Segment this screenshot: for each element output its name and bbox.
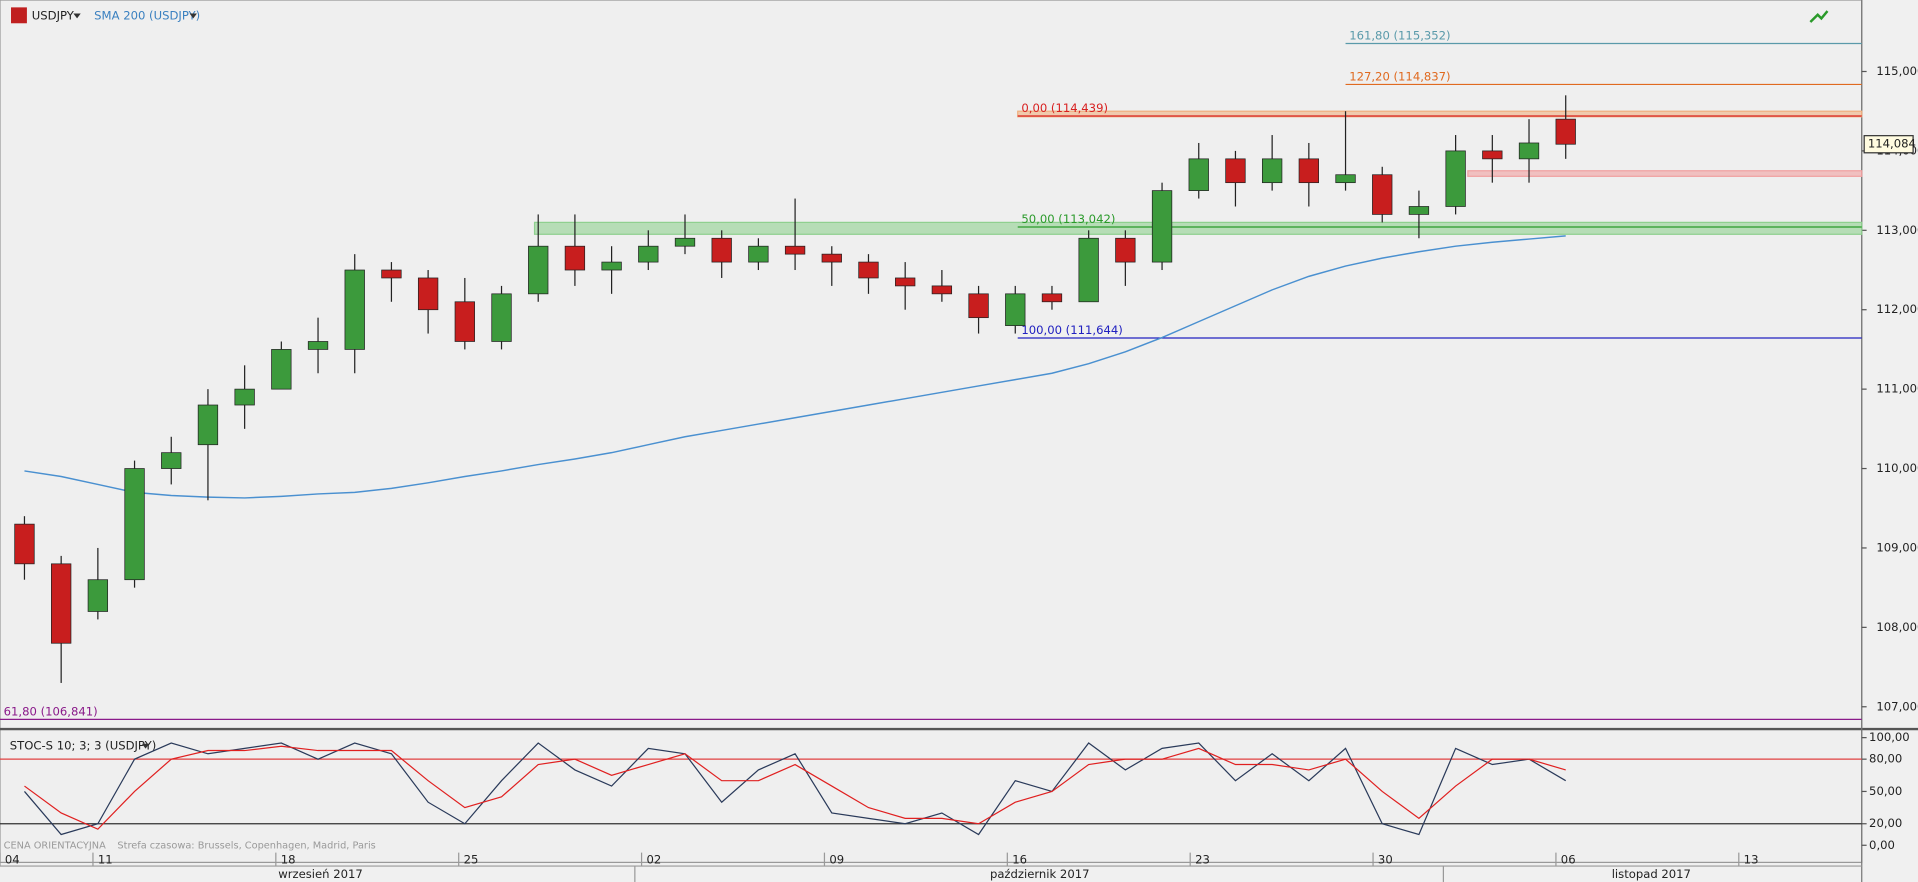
candle-body — [1372, 174, 1393, 215]
dropdown[interactable] — [73, 13, 81, 19]
candle-body — [674, 237, 696, 247]
candle-body — [1151, 190, 1173, 263]
stoch-tick-label: 0,00 — [1869, 838, 1895, 852]
candle-body — [1298, 158, 1319, 184]
candle-body — [14, 523, 35, 565]
candle-body — [564, 245, 586, 271]
candle-body — [821, 253, 842, 263]
trend-icon[interactable] — [1809, 10, 1829, 23]
stoch-tick-label: 80,00 — [1869, 752, 1902, 766]
x-tick-label: 23 — [1195, 852, 1210, 866]
stoch-line — [24, 745, 1566, 830]
stoch-line — [23, 742, 1567, 836]
zone — [533, 221, 1863, 235]
candle-body — [234, 388, 255, 406]
indicator-label[interactable]: SMA 200 (USDJPY) — [94, 8, 200, 22]
fib-label: 100,00 (111,644) — [1021, 323, 1122, 337]
candle-body — [307, 341, 329, 350]
candle-body — [1335, 174, 1356, 184]
candle-body — [417, 277, 439, 311]
candle-body — [858, 261, 879, 279]
x-tick-label: 04 — [5, 852, 20, 866]
y-tick-label: 110,000 — [1876, 461, 1918, 475]
candle-body — [344, 269, 365, 350]
candle-body — [1445, 150, 1466, 207]
candle-body — [1261, 158, 1283, 184]
x-tick-label: 30 — [1378, 852, 1393, 866]
candle-body — [1078, 237, 1099, 303]
stoch-tick-label: 100,00 — [1869, 730, 1910, 744]
zone — [1467, 170, 1863, 177]
y-tick-label: 107,000 — [1876, 699, 1918, 713]
candle-body — [1482, 150, 1503, 160]
candle-body — [1518, 142, 1540, 160]
fib-label: 50,00 (113,042) — [1021, 212, 1115, 226]
month-label: październik 2017 — [990, 867, 1090, 881]
footer-label: CENA ORIENTACYJNA — [4, 840, 106, 851]
dropdown[interactable] — [141, 743, 150, 749]
zone — [1017, 110, 1863, 118]
x-tick-label: 11 — [98, 852, 113, 866]
candle-body — [1115, 237, 1136, 263]
candle-body — [931, 285, 953, 295]
plot-area — [0, 0, 1863, 864]
stoch-tick-label: 20,00 — [1869, 816, 1902, 830]
x-tick-label: 25 — [464, 852, 479, 866]
oscillator-label[interactable]: STOC-S 10; 3; 3 (USDJPY) — [10, 739, 157, 753]
dropdown[interactable] — [189, 13, 197, 19]
candle-body — [748, 245, 769, 263]
y-tick-label: 111,000 — [1876, 382, 1918, 396]
x-tick-label: 18 — [281, 852, 296, 866]
candle-body — [197, 404, 219, 446]
stoch-tick-label: 50,00 — [1869, 784, 1902, 798]
candle-body — [784, 245, 806, 255]
y-tick-label: 115,000 — [1876, 64, 1918, 78]
candle-body — [895, 277, 916, 287]
candle-body — [711, 237, 732, 263]
candle-body — [1408, 206, 1430, 215]
candle-body — [271, 349, 292, 390]
x-tick-label: 02 — [646, 852, 661, 866]
candle-body — [161, 452, 182, 469]
symbol[interactable]: USDJPY — [32, 8, 75, 22]
month-label: listopad 2017 — [1612, 867, 1691, 881]
fib-label: 127,20 (114,837) — [1349, 70, 1450, 84]
x-tick-label: 06 — [1561, 852, 1576, 866]
candle-body — [638, 245, 659, 263]
candle-body — [968, 293, 989, 319]
price-tag — [1863, 135, 1914, 154]
y-tick-label: 112,000 — [1876, 302, 1918, 316]
candle-body — [124, 468, 145, 581]
y-tick-label: 108,000 — [1876, 620, 1918, 634]
candle-body — [1188, 158, 1209, 191]
candle-body — [1005, 293, 1026, 326]
month-label: wrzesień 2017 — [278, 867, 363, 881]
sma-line — [24, 235, 1566, 499]
x-tick-label: 16 — [1012, 852, 1027, 866]
y-tick-label: 109,000 — [1876, 540, 1918, 554]
symbol-icon[interactable] — [11, 7, 27, 24]
fib-label: 161,80 (115,352) — [1349, 29, 1450, 43]
candle-body — [51, 563, 72, 644]
timezone-label: Strefa czasowa: Brussels, Copenhagen, Ma… — [117, 840, 375, 851]
price-tag-label: 114,084 — [1868, 137, 1916, 151]
y-tick-label: 113,000 — [1876, 223, 1918, 237]
candle-body — [528, 245, 549, 295]
candle-body — [601, 261, 622, 271]
candle-body — [1225, 158, 1246, 184]
candle-body — [87, 579, 109, 612]
candle-body — [454, 301, 475, 342]
fib-label: 61,80 (106,841) — [4, 705, 98, 719]
candle-body — [381, 269, 402, 279]
candle-body — [1041, 293, 1063, 303]
candle-body — [1555, 118, 1576, 145]
x-tick-label: 13 — [1744, 852, 1759, 866]
candle-body — [491, 293, 512, 342]
fib-label: 0,00 (114,439) — [1021, 101, 1108, 115]
x-tick-label: 09 — [829, 852, 844, 866]
